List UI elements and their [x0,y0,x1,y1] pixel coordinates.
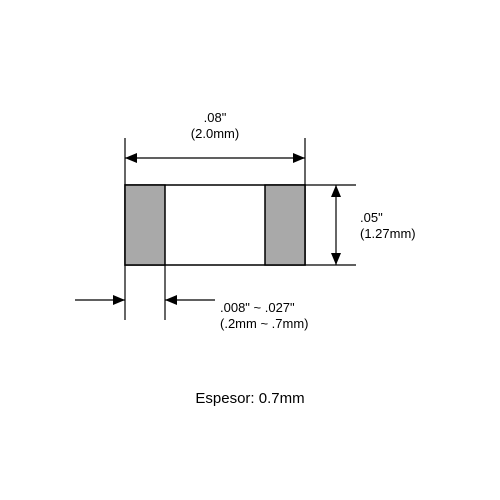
height-dimension-label: .05" (1.27mm) [360,210,416,241]
height-dim-mm: (1.27mm) [360,226,416,241]
width-dim-inch: .08" [204,110,227,125]
diagram-stage: .08" (2.0mm) .05" (1.27mm) .008" ~ .027"… [0,0,500,500]
terminal-dimension-label: .008" ~ .027" (.2mm ~ .7mm) [220,300,308,331]
width-dim-mm: (2.0mm) [191,126,239,141]
height-dim-inch: .05" [360,210,383,225]
terminal-dim-inch: .008" ~ .027" [220,300,295,315]
thickness-label: Espesor: 0.7mm [195,390,304,407]
thickness-text: Espesor: 0.7mm [195,390,304,407]
terminal-dim-mm: (.2mm ~ .7mm) [220,316,308,331]
width-dimension-label: .08" (2.0mm) [191,110,239,141]
diagram-svg [0,0,500,500]
